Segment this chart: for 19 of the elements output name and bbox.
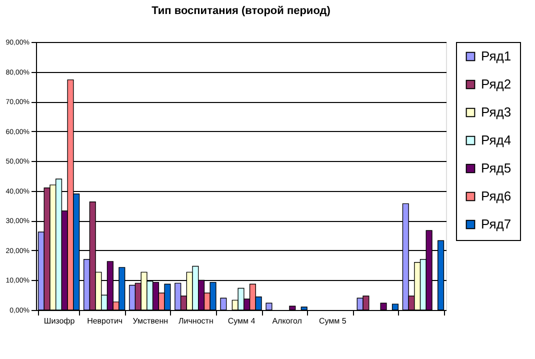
- legend-label: Ряд3: [481, 104, 512, 120]
- x-tick-label: Невротич: [87, 316, 123, 326]
- legend-label: Ряд4: [481, 132, 512, 148]
- legend-label: Ряд2: [481, 76, 512, 92]
- bar: [289, 306, 296, 310]
- legend-label: Ряд1: [481, 48, 512, 64]
- x-tick-label: Алкогол: [272, 316, 302, 326]
- x-tick-label: Умственн: [132, 316, 168, 326]
- legend-label: Ряд6: [481, 188, 512, 204]
- legend-label: Ряд7: [481, 216, 512, 232]
- legend-label: Ряд5: [481, 160, 512, 176]
- x-tick-label: Сумм 4: [228, 316, 256, 326]
- bar: [220, 298, 227, 310]
- bar: [380, 302, 387, 310]
- chart-title: Тип воспитания (второй период): [152, 5, 331, 17]
- x-tick-label: Шизофр: [44, 316, 76, 326]
- x-tick-label: Сумм 5: [318, 316, 347, 326]
- x-tick-label: Личностн: [178, 316, 214, 326]
- bar: [266, 302, 272, 310]
